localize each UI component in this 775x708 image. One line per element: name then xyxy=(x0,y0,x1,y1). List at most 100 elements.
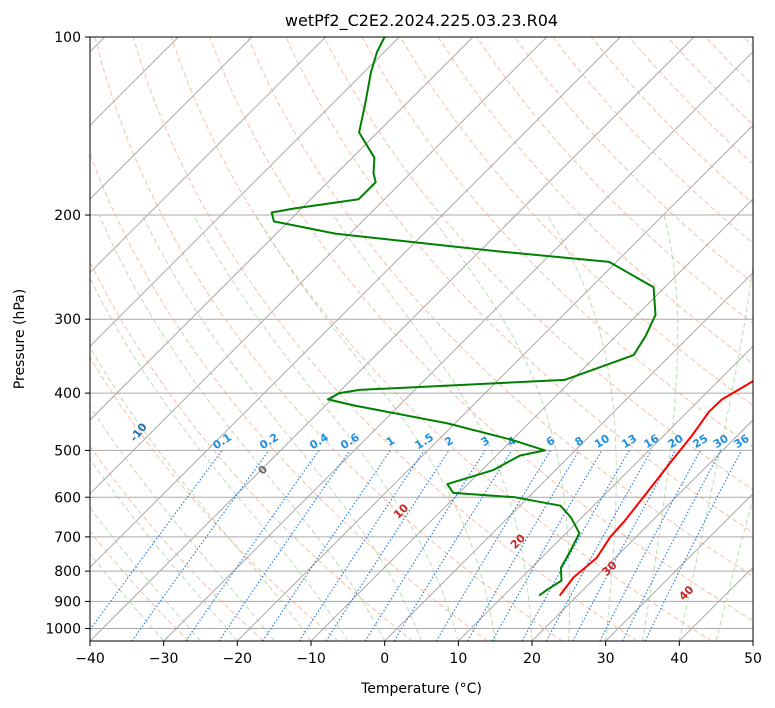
moist-adiabat xyxy=(192,214,459,641)
mixing-ratio-label: 13 xyxy=(619,432,639,451)
moist-adiabat xyxy=(90,277,349,641)
moist-adiabat xyxy=(90,346,312,641)
moist-adiabat xyxy=(90,506,201,641)
y-tick-label: 300 xyxy=(54,312,81,328)
dry-adiabat xyxy=(90,356,339,641)
isotherm xyxy=(605,492,753,641)
mixing-ratio-line xyxy=(644,450,742,641)
dewpoint-profile xyxy=(270,37,657,597)
isotherm xyxy=(90,37,621,569)
moist-adiabat xyxy=(141,214,422,641)
dry-adiabat xyxy=(94,37,563,641)
mixing-ratio-label: 2 xyxy=(442,434,455,449)
mixing-ratio-line xyxy=(621,450,722,641)
isotherm xyxy=(163,50,753,641)
dry-adiabat xyxy=(667,37,753,126)
moist-adiabat-label: 40 xyxy=(676,583,696,603)
mixing-ratio-line xyxy=(435,450,552,641)
mixing-ratio-label: 30 xyxy=(711,432,731,451)
moist-adiabat xyxy=(715,496,753,641)
x-axis: −40 −30 −20 −10 0 10 20 30 40 50 xyxy=(75,641,762,667)
mixing-ratio-line xyxy=(467,450,580,641)
x-tick-label: 0 xyxy=(380,651,389,667)
isotherm xyxy=(384,271,753,641)
dry-adiabat xyxy=(323,37,753,491)
mixing-ratio-label: 10 xyxy=(592,432,612,451)
x-tick-label: 10 xyxy=(449,651,467,667)
mixing-ratio-line xyxy=(572,450,676,641)
dry-adiabat xyxy=(437,37,753,365)
dry-adiabat xyxy=(705,37,753,87)
mixing-ratio-label: 0.1 xyxy=(211,431,234,452)
y-tick-label: 200 xyxy=(54,208,81,224)
isotherm xyxy=(90,37,327,274)
mixing-ratio-line xyxy=(325,450,450,641)
moist-adiabat-label: 10 xyxy=(391,501,411,521)
dry-adiabat xyxy=(399,37,753,407)
chart-title: wetPf2_C2E2.2024.225.03.23.R04 xyxy=(285,11,558,31)
isotherm xyxy=(678,566,753,641)
moist-adiabat xyxy=(678,260,753,641)
x-tick-label: 30 xyxy=(597,651,615,667)
dry-adiabat xyxy=(514,37,753,284)
mixing-ratio-line xyxy=(90,450,223,631)
y-tick-label: 100 xyxy=(54,30,81,46)
moist-adiabat xyxy=(98,214,386,641)
y-tick-label: 700 xyxy=(54,530,81,546)
y-tick-label: 600 xyxy=(54,490,81,506)
dry-adiabat xyxy=(247,37,753,577)
mixing-ratio-label: 0.4 xyxy=(307,431,331,453)
moist-adiabat-label: 0 xyxy=(256,463,271,478)
moist-adiabat xyxy=(90,552,165,641)
isotherm xyxy=(752,640,753,641)
moist-adiabat xyxy=(642,214,679,641)
isotherm xyxy=(90,37,548,495)
dry-adiabat xyxy=(90,445,264,641)
dry-adiabat xyxy=(90,152,488,641)
profiles xyxy=(270,37,753,597)
moist-adiabat xyxy=(546,214,617,641)
mixing-ratio-label: 0.2 xyxy=(257,431,280,452)
moist-adiabat-label: 30 xyxy=(600,558,620,578)
dry-adiabat-label: -10 xyxy=(127,420,150,444)
y-tick-label: 800 xyxy=(54,564,81,580)
dry-adiabat xyxy=(132,37,638,641)
y-axis: 100 200 300 400 500 600 700 800 900 1000 xyxy=(45,30,90,637)
isotherm xyxy=(90,37,253,200)
mixing-ratio-label: 36 xyxy=(732,432,752,451)
mixing-ratio-line xyxy=(364,450,486,641)
mixing-ratio-line xyxy=(545,450,652,641)
x-axis-label: Temperature (°C) xyxy=(360,681,482,697)
y-tick-label: 400 xyxy=(54,386,81,402)
mixing-ratio-line xyxy=(298,450,425,641)
mixing-ratio-line xyxy=(393,450,513,641)
dry-adiabat xyxy=(90,530,190,641)
x-tick-label: 40 xyxy=(670,651,688,667)
moist-adiabat-label: 20 xyxy=(508,531,528,551)
isotherm xyxy=(310,198,753,641)
x-tick-label: −30 xyxy=(149,651,179,667)
dry-adiabat xyxy=(209,37,753,622)
mixing-ratio-line xyxy=(262,450,391,641)
dry-adiabat xyxy=(590,37,753,205)
mixing-ratio-label: 3 xyxy=(479,434,492,449)
moist-adiabat xyxy=(255,214,496,641)
y-tick-label: 500 xyxy=(54,443,81,459)
isotherm xyxy=(90,37,400,348)
mixing-ratio-line xyxy=(131,450,270,641)
x-tick-label: 50 xyxy=(744,651,762,667)
mixing-ratio-line xyxy=(599,450,701,641)
isotherm xyxy=(90,37,474,421)
isotherm xyxy=(531,419,753,641)
background-lines xyxy=(90,37,753,641)
dry-adiabat xyxy=(743,37,753,48)
mixing-ratio-label: 1 xyxy=(384,434,397,449)
isotherm xyxy=(90,37,695,641)
y-tick-label: 900 xyxy=(54,594,81,610)
x-tick-label: −40 xyxy=(75,651,105,667)
dry-adiabat xyxy=(90,260,414,641)
mixing-ratio-label: 1.5 xyxy=(413,431,436,452)
x-tick-label: −10 xyxy=(296,651,326,667)
y-axis-label: Pressure (hPa) xyxy=(12,289,28,389)
